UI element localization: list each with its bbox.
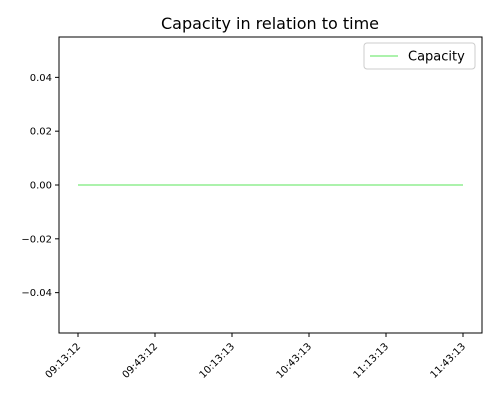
y-axis: −0.04 −0.02 0.00 0.02 0.04 (21, 73, 59, 299)
y-tick-label: −0.04 (21, 288, 52, 299)
y-tick-label: 0.04 (30, 73, 52, 84)
y-tick-label: 0.00 (30, 181, 52, 192)
chart-title: Capacity in relation to time (161, 14, 379, 33)
y-tick-label: −0.02 (21, 234, 52, 245)
legend-box (363, 42, 476, 70)
y-tick-label: 0.02 (30, 127, 52, 138)
legend-label: Capacity (408, 50, 465, 65)
legend[interactable]: Capacity (363, 42, 476, 70)
